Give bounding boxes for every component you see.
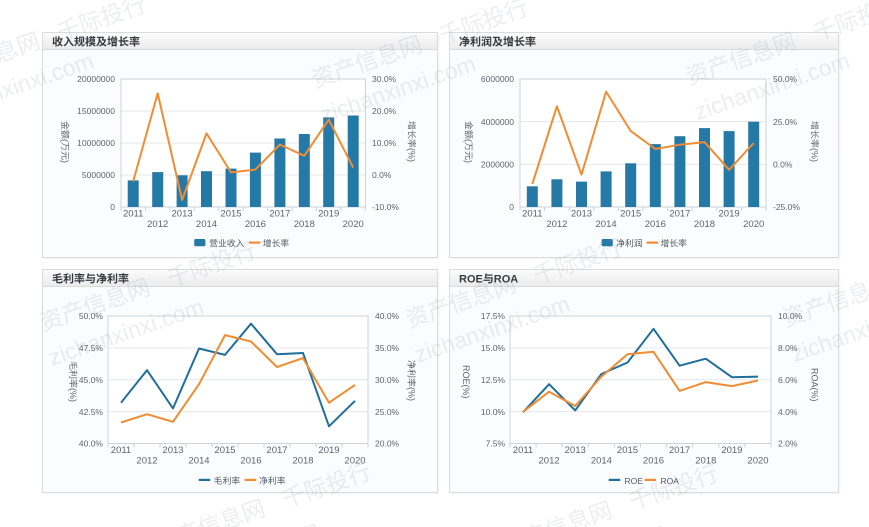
svg-text:15000000: 15000000 — [77, 106, 115, 116]
svg-text:10.0%: 10.0% — [372, 138, 397, 148]
svg-text:12.5%: 12.5% — [481, 375, 506, 385]
svg-text:2014: 2014 — [196, 219, 217, 230]
svg-text:2012: 2012 — [147, 219, 168, 230]
svg-text:2016: 2016 — [240, 456, 261, 467]
svg-text:20.0%: 20.0% — [375, 439, 400, 449]
svg-text:15.0%: 15.0% — [481, 343, 506, 353]
svg-text:4000000: 4000000 — [481, 117, 514, 127]
svg-text:0.0%: 0.0% — [372, 170, 392, 180]
svg-text:2019: 2019 — [719, 209, 740, 220]
svg-text:2011: 2011 — [123, 209, 143, 220]
svg-text:2012: 2012 — [546, 219, 567, 230]
svg-text:40.0%: 40.0% — [375, 311, 400, 321]
svg-text:42.5%: 42.5% — [79, 407, 104, 417]
svg-text:30.0%: 30.0% — [372, 74, 397, 84]
svg-text:2018: 2018 — [294, 219, 315, 230]
svg-text:2014: 2014 — [188, 456, 209, 467]
svg-text:10.0%: 10.0% — [778, 311, 803, 321]
svg-text:2015: 2015 — [220, 209, 241, 220]
svg-text:ROE: ROE — [625, 476, 644, 486]
svg-text:2013: 2013 — [565, 445, 586, 456]
svg-text:2011: 2011 — [522, 209, 542, 220]
svg-text:0: 0 — [509, 202, 514, 212]
svg-text:2000000: 2000000 — [481, 160, 514, 170]
svg-text:6.0%: 6.0% — [778, 375, 798, 385]
svg-text:2020: 2020 — [343, 219, 364, 230]
svg-text:20.0%: 20.0% — [372, 106, 397, 116]
svg-text:): ) — [60, 160, 70, 163]
svg-text:-10.0%: -10.0% — [372, 202, 399, 212]
svg-text:50.0%: 50.0% — [773, 74, 798, 84]
svg-text:2012: 2012 — [136, 456, 157, 467]
svg-text:10.0%: 10.0% — [481, 407, 506, 417]
svg-text:2016: 2016 — [645, 219, 666, 230]
svg-text:25.0%: 25.0% — [375, 407, 400, 417]
svg-text:0: 0 — [110, 202, 115, 212]
svg-text:2016: 2016 — [643, 456, 664, 467]
svg-text:ROA(%): ROA(%) — [810, 368, 820, 402]
svg-text:2014: 2014 — [591, 456, 612, 467]
svg-text:0.0%: 0.0% — [773, 160, 793, 170]
svg-text:2017: 2017 — [669, 209, 690, 220]
svg-text:2017: 2017 — [269, 209, 290, 220]
svg-text:2015: 2015 — [214, 445, 235, 456]
svg-text:2020: 2020 — [344, 456, 365, 467]
svg-text:45.0%: 45.0% — [79, 375, 104, 385]
svg-text:2017: 2017 — [266, 445, 287, 456]
svg-text:2019: 2019 — [318, 209, 339, 220]
svg-text:2.0%: 2.0% — [778, 439, 798, 449]
svg-text:2013: 2013 — [571, 209, 592, 220]
svg-text:2011: 2011 — [513, 445, 533, 456]
svg-text:47.5%: 47.5% — [79, 343, 104, 353]
svg-text:2014: 2014 — [596, 219, 617, 230]
svg-text:2012: 2012 — [539, 456, 560, 467]
svg-text:2018: 2018 — [695, 456, 716, 467]
svg-text:10000000: 10000000 — [77, 138, 115, 148]
svg-text:2017: 2017 — [669, 445, 690, 456]
svg-text:): ) — [464, 160, 474, 163]
svg-text:ROA: ROA — [661, 476, 680, 486]
svg-text:8.0%: 8.0% — [778, 343, 798, 353]
svg-text:(: ( — [464, 139, 474, 142]
svg-text:2013: 2013 — [162, 445, 183, 456]
svg-text:35.0%: 35.0% — [375, 343, 400, 353]
svg-text:2018: 2018 — [292, 456, 313, 467]
svg-text:(%): (%) — [68, 388, 78, 402]
svg-text:25.0%: 25.0% — [773, 117, 798, 127]
svg-text:7.5%: 7.5% — [486, 439, 506, 449]
svg-text:2020: 2020 — [743, 219, 764, 230]
svg-text:2013: 2013 — [172, 209, 193, 220]
svg-text:2020: 2020 — [747, 456, 768, 467]
svg-text:6000000: 6000000 — [481, 74, 514, 84]
svg-text:5000000: 5000000 — [82, 170, 115, 180]
svg-text:4.0%: 4.0% — [778, 407, 798, 417]
svg-text:(%): (%) — [406, 387, 416, 401]
svg-text:2016: 2016 — [245, 219, 266, 230]
svg-text:ROE(%): ROE(%) — [461, 365, 471, 399]
svg-text:2015: 2015 — [620, 209, 641, 220]
svg-text:ROE: ROE — [459, 274, 483, 286]
svg-text:(%): (%) — [407, 148, 417, 162]
svg-text:40.0%: 40.0% — [79, 439, 104, 449]
svg-text:(: ( — [60, 139, 70, 142]
svg-text:2015: 2015 — [617, 445, 638, 456]
svg-text:2011: 2011 — [111, 445, 131, 456]
svg-text:17.5%: 17.5% — [481, 311, 506, 321]
svg-text:30.0%: 30.0% — [375, 375, 400, 385]
svg-text:-25.0%: -25.0% — [773, 202, 800, 212]
svg-text:(%): (%) — [810, 148, 820, 162]
svg-text:20000000: 20000000 — [77, 74, 115, 84]
svg-text:2018: 2018 — [694, 219, 715, 230]
svg-text:2019: 2019 — [721, 445, 742, 456]
svg-text:2019: 2019 — [318, 445, 339, 456]
